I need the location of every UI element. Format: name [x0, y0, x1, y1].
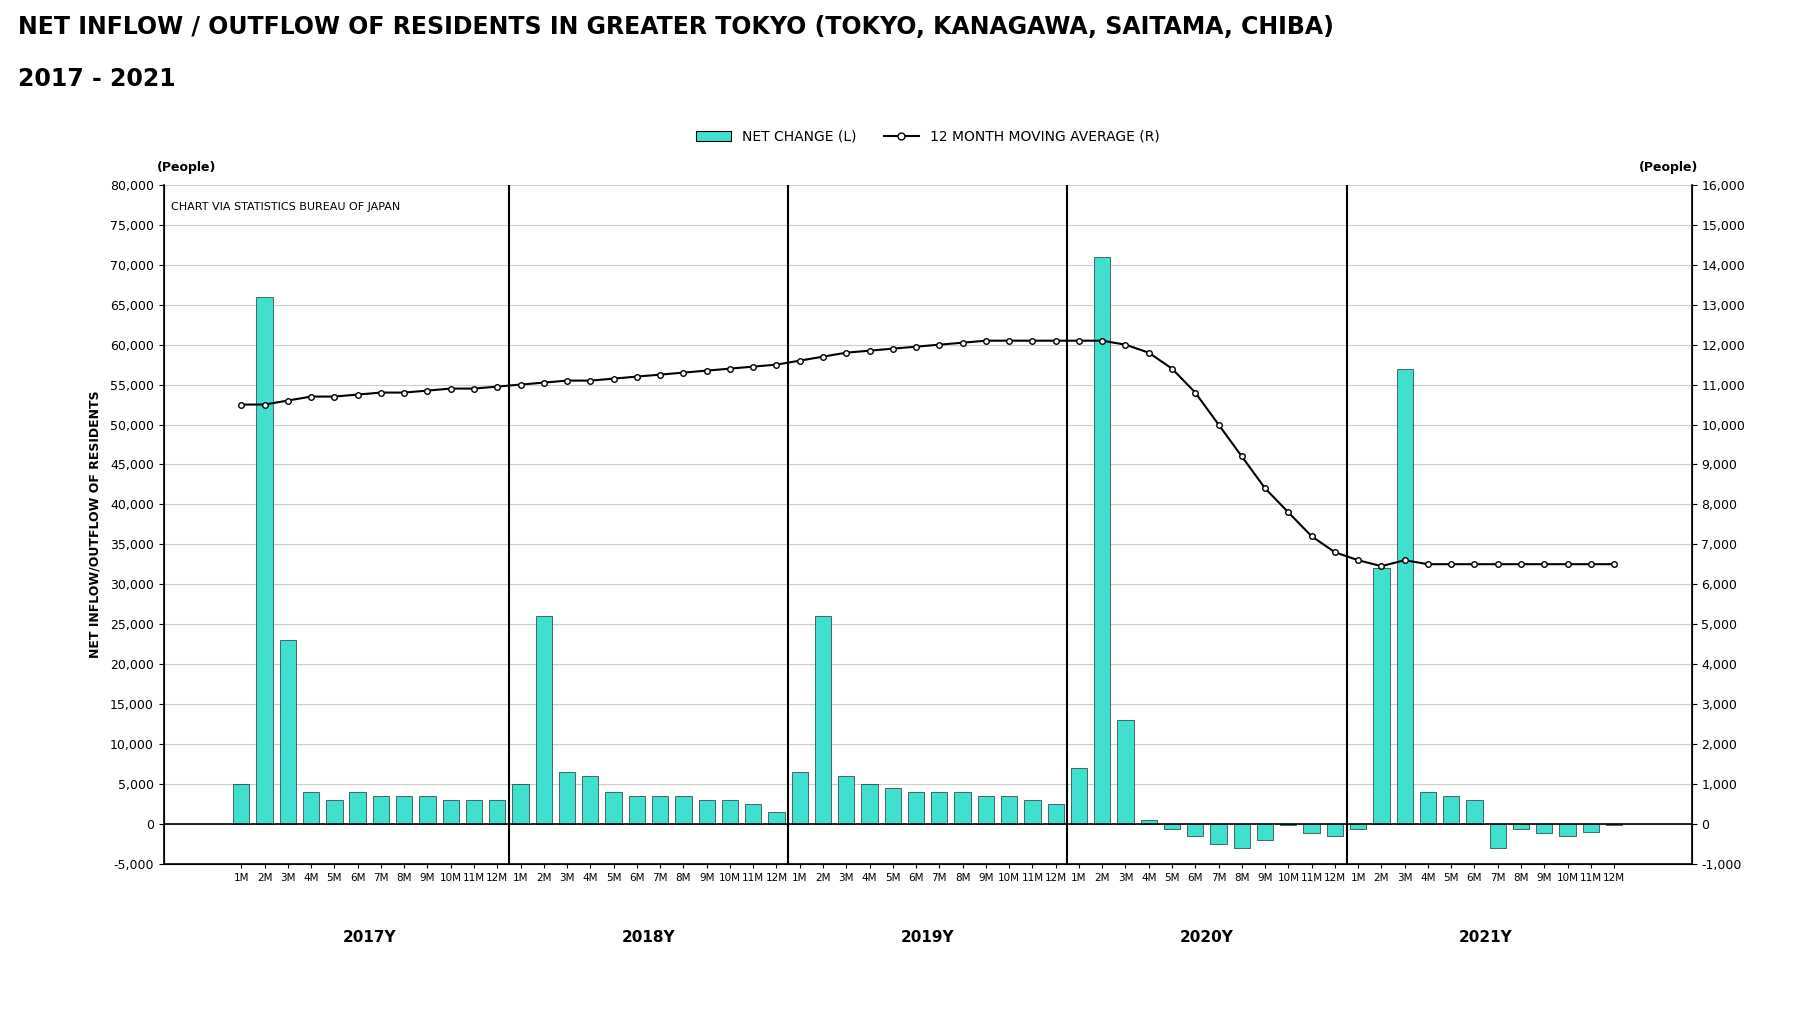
Bar	[397, 796, 413, 823]
Text: 2020Y: 2020Y	[1181, 930, 1233, 945]
Bar	[442, 800, 458, 823]
Text: 2017 - 2021: 2017 - 2021	[18, 67, 176, 90]
Bar	[768, 812, 784, 823]
Bar	[1257, 823, 1273, 840]
Bar	[1397, 369, 1413, 823]
Bar	[280, 640, 296, 823]
Bar	[1210, 823, 1226, 844]
Text: 2021Y: 2021Y	[1459, 930, 1513, 945]
Bar	[1048, 804, 1064, 823]
Bar	[1000, 796, 1017, 823]
Text: CHART VIA STATISTICS BUREAU OF JAPAN: CHART VIA STATISTICS BUREAU OF JAPAN	[171, 201, 400, 212]
Bar	[1281, 823, 1297, 825]
Bar	[908, 792, 924, 823]
Bar	[629, 796, 646, 823]
Bar	[1442, 796, 1459, 823]
Bar	[746, 804, 762, 823]
Bar	[489, 800, 506, 823]
Bar	[1490, 823, 1506, 847]
Bar	[233, 783, 249, 823]
Bar	[1326, 823, 1342, 836]
Bar	[1188, 823, 1204, 836]
Bar	[722, 800, 739, 823]
Bar	[979, 796, 993, 823]
Bar	[884, 787, 900, 823]
Bar	[1141, 820, 1157, 823]
Bar	[582, 776, 598, 823]
Bar	[955, 792, 971, 823]
Bar	[651, 796, 668, 823]
Bar	[1373, 568, 1390, 823]
Bar	[535, 616, 551, 823]
Bar	[791, 772, 808, 823]
Bar	[931, 792, 948, 823]
Bar	[1093, 257, 1110, 823]
Bar	[1024, 800, 1040, 823]
Bar	[1421, 792, 1435, 823]
Bar	[862, 783, 877, 823]
Bar	[1117, 720, 1133, 823]
Bar	[1304, 823, 1321, 833]
Bar	[1583, 823, 1599, 832]
Bar	[420, 796, 435, 823]
Bar	[1071, 768, 1088, 823]
Bar	[815, 616, 831, 823]
Bar	[326, 800, 342, 823]
Bar	[466, 800, 482, 823]
Bar	[558, 772, 575, 823]
Bar	[1513, 823, 1530, 830]
Bar	[373, 796, 389, 823]
Legend: NET CHANGE (L), 12 MONTH MOVING AVERAGE (R): NET CHANGE (L), 12 MONTH MOVING AVERAGE …	[689, 124, 1166, 149]
Text: 2019Y: 2019Y	[900, 930, 955, 945]
Text: (People): (People)	[156, 161, 216, 174]
Bar	[256, 297, 273, 823]
Bar	[675, 796, 691, 823]
Bar	[349, 792, 366, 823]
Text: (People): (People)	[1639, 161, 1699, 174]
Bar	[1466, 800, 1482, 823]
Bar	[1606, 823, 1623, 825]
Bar	[304, 792, 320, 823]
Bar	[1164, 823, 1181, 830]
Bar	[606, 792, 622, 823]
Bar	[513, 783, 529, 823]
Y-axis label: NET INFLOW/OUTFLOW OF RESIDENTS: NET INFLOW/OUTFLOW OF RESIDENTS	[89, 391, 102, 658]
Bar	[698, 800, 715, 823]
Bar	[1233, 823, 1250, 847]
Text: NET INFLOW / OUTFLOW OF RESIDENTS IN GREATER TOKYO (TOKYO, KANAGAWA, SAITAMA, CH: NET INFLOW / OUTFLOW OF RESIDENTS IN GRE…	[18, 15, 1333, 39]
Text: 2017Y: 2017Y	[342, 930, 397, 945]
Text: 2018Y: 2018Y	[622, 930, 675, 945]
Bar	[1350, 823, 1366, 830]
Bar	[839, 776, 855, 823]
Bar	[1559, 823, 1575, 836]
Bar	[1535, 823, 1552, 833]
